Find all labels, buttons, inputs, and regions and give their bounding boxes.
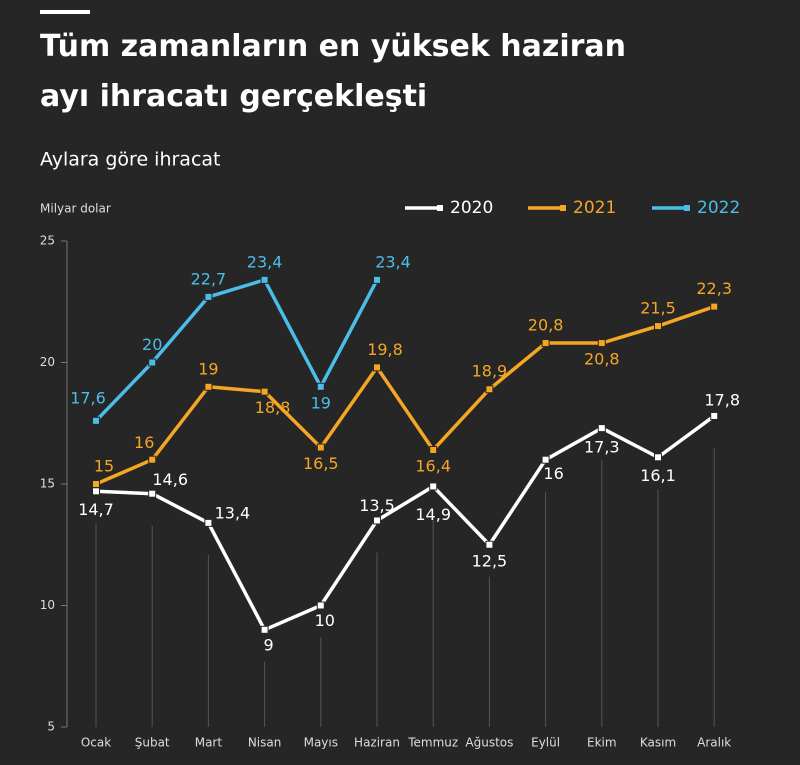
point-marker bbox=[148, 489, 157, 498]
data-label: 17,3 bbox=[584, 438, 620, 457]
y-tick-label: 10 bbox=[40, 598, 55, 612]
point-marker bbox=[92, 480, 100, 488]
data-label: 23,4 bbox=[247, 252, 283, 271]
data-label: 16,4 bbox=[415, 456, 451, 475]
decor-bar bbox=[40, 10, 90, 14]
data-label: 13,5 bbox=[359, 496, 395, 515]
point-marker bbox=[597, 339, 606, 348]
point-marker bbox=[148, 455, 157, 464]
data-label: 20,8 bbox=[584, 350, 620, 369]
legend-label: 2020 bbox=[450, 198, 493, 218]
x-tick-label: Ağustos bbox=[465, 736, 513, 750]
point-marker bbox=[710, 302, 719, 311]
point-marker bbox=[485, 385, 494, 394]
data-label: 17,8 bbox=[704, 390, 740, 409]
point-marker bbox=[710, 411, 719, 420]
data-label: 16 bbox=[543, 464, 563, 483]
series-line bbox=[95, 304, 715, 486]
data-label: 19,8 bbox=[367, 340, 403, 359]
x-tick-label: Ekim bbox=[587, 736, 617, 750]
chart-title: Tüm zamanların en yüksek haziran ayı ihra… bbox=[40, 29, 626, 114]
point-marker bbox=[541, 455, 550, 464]
x-tick-label: Haziran bbox=[354, 736, 400, 750]
point-marker bbox=[148, 358, 157, 367]
x-tick-label: Aralık bbox=[697, 736, 731, 750]
point-marker bbox=[654, 453, 662, 462]
legend-marker bbox=[437, 205, 443, 211]
point-marker bbox=[260, 275, 269, 284]
legend-label: 2021 bbox=[573, 198, 616, 218]
data-label: 17,6 bbox=[70, 388, 106, 407]
data-label: 9 bbox=[264, 635, 274, 654]
y-tick-label: 25 bbox=[40, 234, 55, 248]
x-tick-label: Kasım bbox=[640, 736, 676, 750]
point-marker bbox=[541, 339, 550, 348]
data-label: 23,4 bbox=[375, 252, 411, 271]
x-tick-label: Temmuz bbox=[407, 736, 458, 750]
y-tick-label: 20 bbox=[40, 355, 55, 369]
series-line bbox=[94, 278, 379, 423]
point-marker bbox=[204, 518, 213, 527]
data-label: 14,6 bbox=[152, 470, 188, 489]
data-label: 22,7 bbox=[191, 269, 227, 288]
data-label: 18,9 bbox=[472, 362, 508, 381]
point-marker bbox=[373, 275, 381, 284]
data-label: 14,9 bbox=[415, 505, 451, 524]
point-marker bbox=[597, 424, 606, 433]
point-marker bbox=[260, 387, 269, 396]
x-tick-label: Ocak bbox=[81, 736, 111, 750]
point-marker bbox=[316, 382, 325, 391]
point-marker bbox=[204, 382, 213, 391]
point-marker bbox=[373, 516, 381, 525]
point-marker bbox=[654, 322, 662, 331]
x-tick-label: Eylül bbox=[531, 736, 560, 750]
data-label: 20,8 bbox=[528, 316, 564, 335]
point-marker bbox=[485, 540, 494, 549]
point-marker bbox=[316, 601, 325, 610]
y-tick-label: 5 bbox=[47, 720, 55, 734]
point-marker bbox=[429, 445, 438, 454]
data-label: 19 bbox=[311, 393, 331, 412]
data-label: 18,8 bbox=[255, 398, 291, 417]
point-marker bbox=[373, 363, 381, 372]
data-label: 13,4 bbox=[215, 503, 251, 522]
data-label: 15 bbox=[94, 457, 114, 476]
legend-label: 2022 bbox=[697, 198, 740, 218]
chart-subtitle: Aylara göre ihracat bbox=[40, 149, 221, 171]
data-label: 20 bbox=[142, 335, 162, 354]
point-marker bbox=[204, 292, 213, 301]
data-label: 16,5 bbox=[303, 454, 339, 473]
y-axis-label: Milyar dolar bbox=[40, 202, 111, 216]
data-label: 16,1 bbox=[640, 466, 676, 485]
x-tick-label: Şubat bbox=[135, 736, 170, 750]
series-line bbox=[95, 414, 716, 632]
x-tick-label: Mayıs bbox=[304, 736, 338, 750]
data-label: 22,3 bbox=[696, 279, 732, 298]
x-tick-label: Nisan bbox=[248, 736, 282, 750]
data-label: 21,5 bbox=[640, 299, 676, 318]
point-marker bbox=[316, 443, 325, 452]
data-label: 19 bbox=[198, 359, 218, 378]
point-marker bbox=[260, 625, 269, 634]
legend-marker bbox=[560, 205, 566, 211]
point-marker bbox=[92, 487, 100, 496]
data-label: 16 bbox=[134, 433, 154, 452]
data-label: 10 bbox=[315, 611, 335, 630]
y-tick-label: 15 bbox=[40, 477, 55, 491]
legend-marker bbox=[684, 205, 690, 211]
x-tick-label: Mart bbox=[195, 736, 223, 750]
point-marker bbox=[429, 482, 438, 491]
data-label: 12,5 bbox=[472, 551, 508, 570]
point-marker bbox=[92, 416, 100, 425]
data-label: 14,7 bbox=[78, 500, 114, 519]
